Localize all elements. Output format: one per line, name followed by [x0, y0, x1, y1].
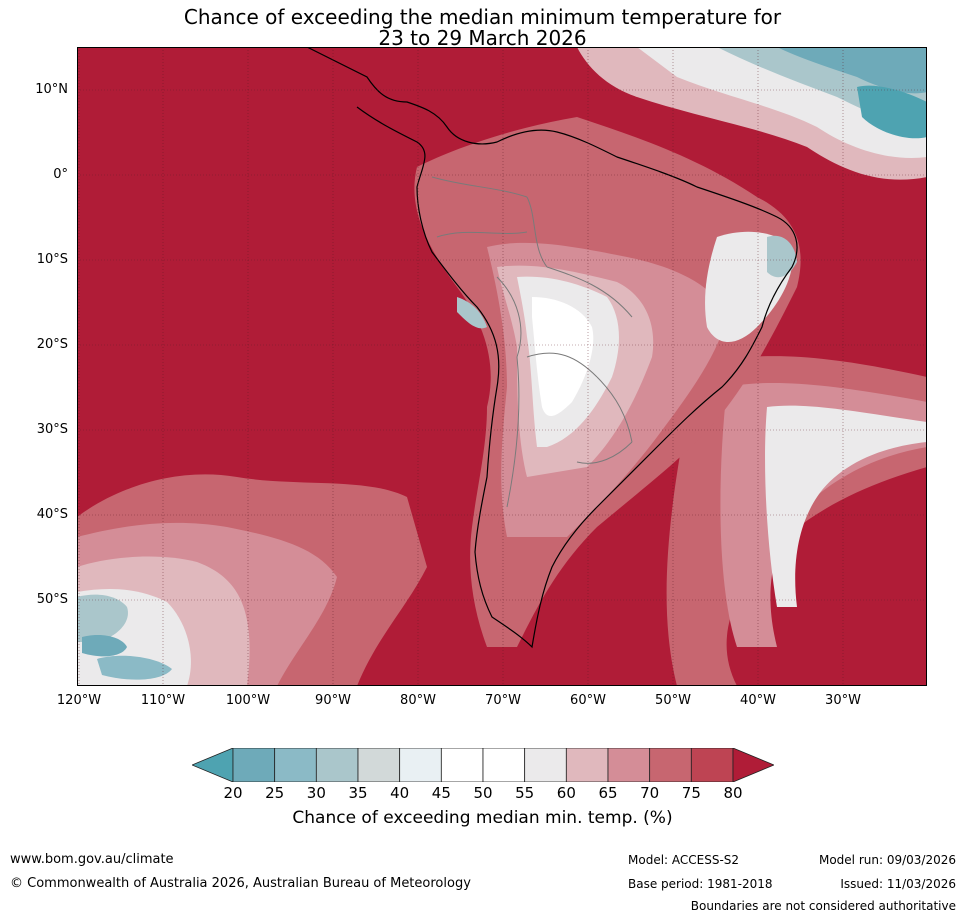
footer-model: Model: ACCESS-S2	[628, 853, 739, 867]
footer-model-run: Model run: 09/03/2026	[819, 853, 956, 867]
footer-disclaimer: Boundaries are not considered authoritat…	[691, 899, 956, 913]
colorbar-tick: 40	[390, 784, 409, 802]
colorbar-cell	[483, 748, 525, 782]
colorbar-cell	[650, 748, 692, 782]
footer-copyright: © Commonwealth of Australia 2026, Austra…	[10, 876, 471, 891]
footer-base-period: Base period: 1981-2018	[628, 877, 773, 891]
colorbar-label: Chance of exceeding median min. temp. (%…	[0, 808, 965, 828]
colorbar-cell	[358, 748, 400, 782]
colorbar-tick: 25	[265, 784, 284, 802]
colorbar-tick: 75	[682, 784, 701, 802]
lon-label-70w: 70°W	[485, 693, 521, 708]
colorbar-tick: 60	[557, 784, 576, 802]
lon-label-60w: 60°W	[570, 693, 606, 708]
colorbar-tick: 65	[598, 784, 617, 802]
colorbar-cell	[441, 748, 483, 782]
lat-label-30s: 30°S	[37, 422, 68, 437]
colorbar-tick: 70	[640, 784, 659, 802]
lat-label-10n: 10°N	[35, 82, 68, 97]
lat-label-0: 0°	[53, 167, 68, 182]
colorbar-cell	[525, 748, 567, 782]
lat-label-10s: 10°S	[37, 252, 68, 267]
lat-label-50s: 50°S	[37, 592, 68, 607]
lon-label-40w: 40°W	[740, 693, 776, 708]
lon-label-90w: 90°W	[315, 693, 351, 708]
lon-label-100w: 100°W	[226, 693, 270, 708]
lon-label-50w: 50°W	[655, 693, 691, 708]
colorbar-cell	[316, 748, 358, 782]
colorbar-tick: 35	[348, 784, 367, 802]
colorbar-tick: 30	[307, 784, 326, 802]
colorbar-cell	[400, 748, 442, 782]
probability-map	[77, 47, 927, 686]
colorbar-tick: 45	[432, 784, 451, 802]
colorbar-extend-high	[733, 748, 774, 782]
colorbar-extend-low	[192, 748, 233, 782]
colorbar-tick: 20	[223, 784, 242, 802]
colorbar-cell	[233, 748, 275, 782]
colorbar-cell	[608, 748, 650, 782]
footer-website: www.bom.gov.au/climate	[10, 852, 174, 867]
colorbar-cell	[691, 748, 733, 782]
lon-label-80w: 80°W	[400, 693, 436, 708]
colorbar	[192, 748, 774, 782]
lat-label-40s: 40°S	[37, 507, 68, 522]
lat-label-20s: 20°S	[37, 337, 68, 352]
footer-issued: Issued: 11/03/2026	[840, 877, 956, 891]
map-title-line1: Chance of exceeding the median minimum t…	[0, 6, 965, 28]
lon-label-30w: 30°W	[825, 693, 861, 708]
colorbar-tick: 50	[473, 784, 492, 802]
lon-label-120w: 120°W	[57, 693, 101, 708]
map-title-line2: 23 to 29 March 2026	[0, 27, 965, 49]
colorbar-cell	[275, 748, 317, 782]
colorbar-cell	[566, 748, 608, 782]
lon-label-110w: 110°W	[141, 693, 185, 708]
colorbar-tick: 55	[515, 784, 534, 802]
colorbar-tick: 80	[723, 784, 742, 802]
